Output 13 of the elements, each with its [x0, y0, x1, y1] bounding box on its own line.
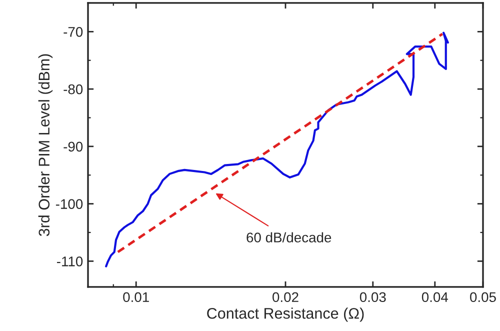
y-tick-label: -100 — [56, 199, 83, 209]
annotation: 60 dB/decade — [246, 232, 332, 242]
y-tick-label: -80 — [64, 84, 83, 94]
y-axis-title: 3rd Order PIM Level (dBm) — [38, 54, 53, 236]
y-tick-label: -110 — [56, 256, 83, 266]
x-axis-title: Contact Resistance (Ω) — [207, 308, 364, 322]
x-tick-label: 0.02 — [272, 292, 298, 302]
y-tick-label: -90 — [64, 142, 83, 152]
x-tick-label: 0.03 — [360, 292, 386, 302]
y-tick-label: -70 — [64, 27, 83, 37]
x-tick-label: 0.05 — [470, 292, 496, 302]
x-tick-label: 0.04 — [422, 292, 448, 302]
x-tick-label: 0.01 — [123, 292, 149, 302]
